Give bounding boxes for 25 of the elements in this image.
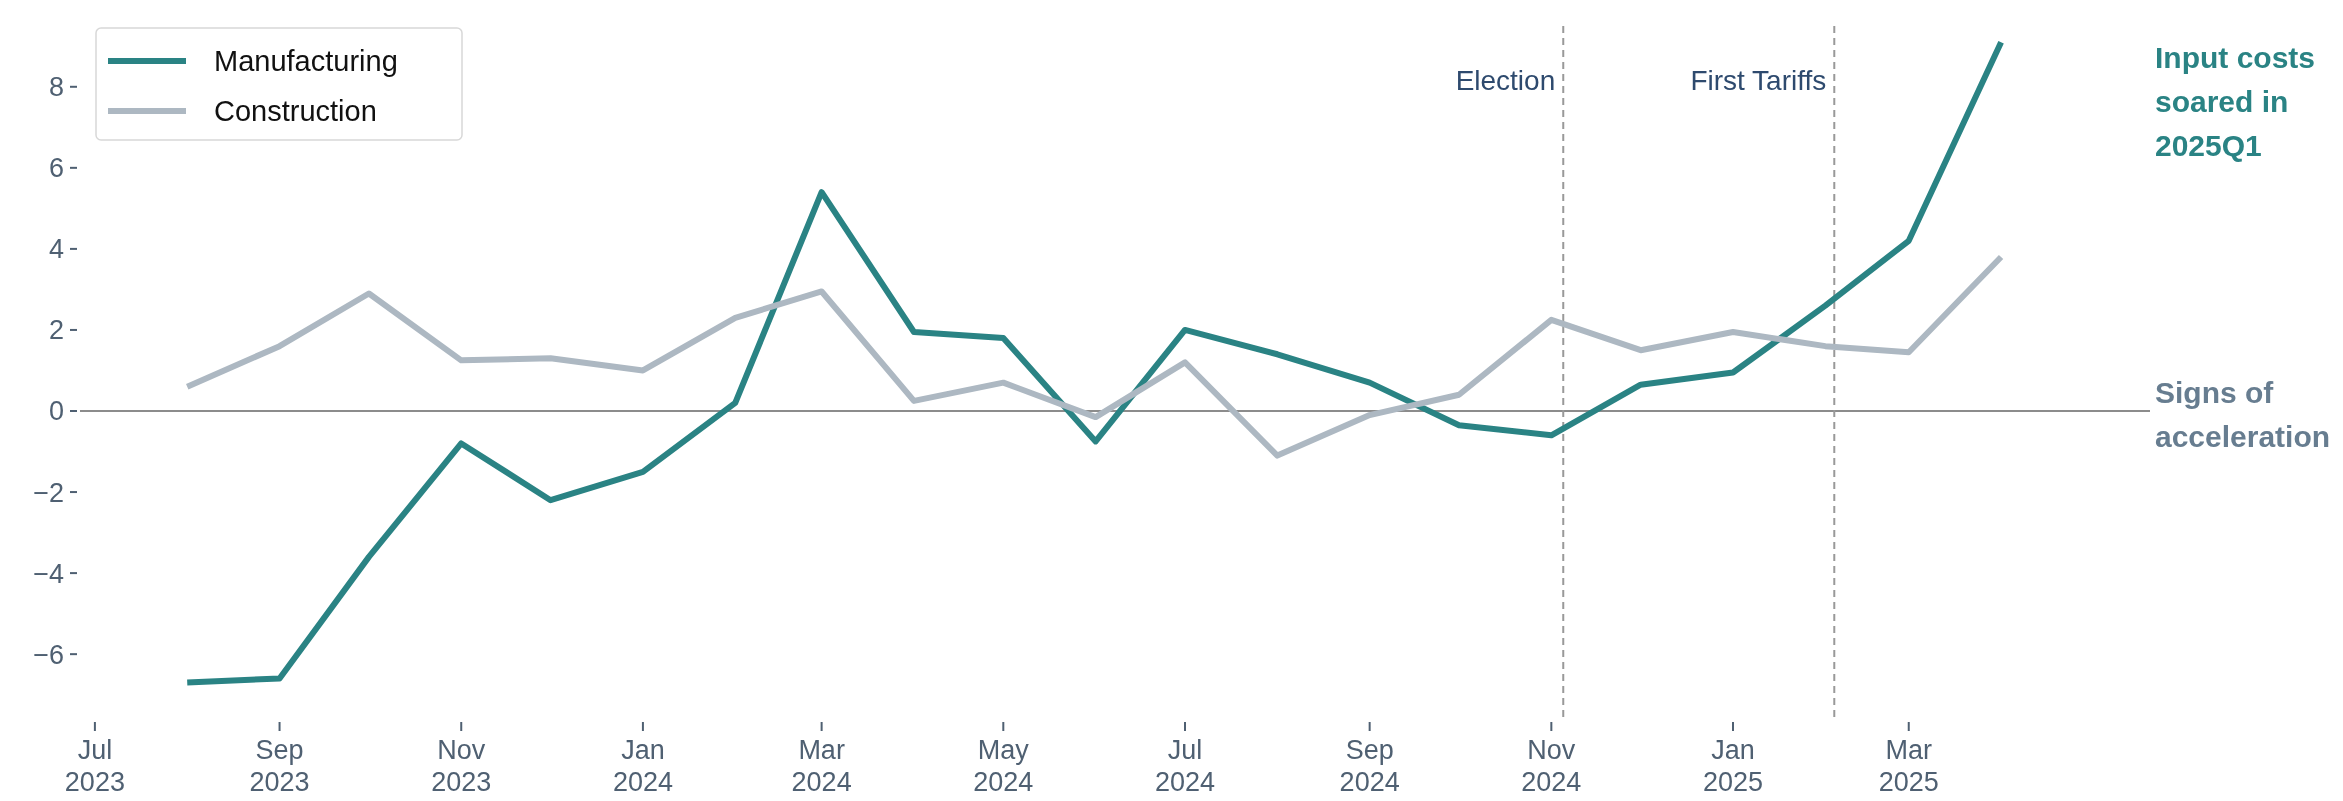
y-tick-label: −6 xyxy=(33,639,64,670)
x-tick-label: Mar 2025 xyxy=(1878,735,1939,797)
y-tick-label: 6 xyxy=(48,153,64,184)
text: Input costs soared in 2025Q1 xyxy=(2155,41,2316,162)
x-tick-label: Jul 2023 xyxy=(64,735,125,797)
x-tick-label: Sep 2023 xyxy=(249,735,310,797)
text: Signs of acceleration xyxy=(2155,376,2331,453)
x-tick-label: May 2024 xyxy=(973,735,1034,797)
y-tick-label: −2 xyxy=(33,477,64,508)
legend-label: Construction xyxy=(214,95,377,128)
legend-label: Manufacturing xyxy=(214,45,398,78)
y-tick-label: 8 xyxy=(48,72,64,103)
ref-line-label: First Tariffs xyxy=(1690,65,1827,96)
x-tick-label: Jan 2024 xyxy=(612,735,673,797)
x-tick-label: Jul 2024 xyxy=(1154,735,1216,797)
x-tick-label: Nov 2024 xyxy=(1521,735,1582,797)
y-tick-label: 4 xyxy=(48,234,64,265)
x-tick-label: Jan 2025 xyxy=(1702,735,1764,797)
x-tick-label: Mar 2024 xyxy=(791,735,852,797)
x-tick-label: Nov 2023 xyxy=(431,735,492,797)
ref-line-label: Election xyxy=(1455,65,1556,96)
y-tick-label: −4 xyxy=(33,558,64,589)
y-tick-label: 2 xyxy=(48,315,64,346)
x-tick-label: Sep 2024 xyxy=(1339,735,1400,797)
y-tick-label: 0 xyxy=(48,396,64,427)
